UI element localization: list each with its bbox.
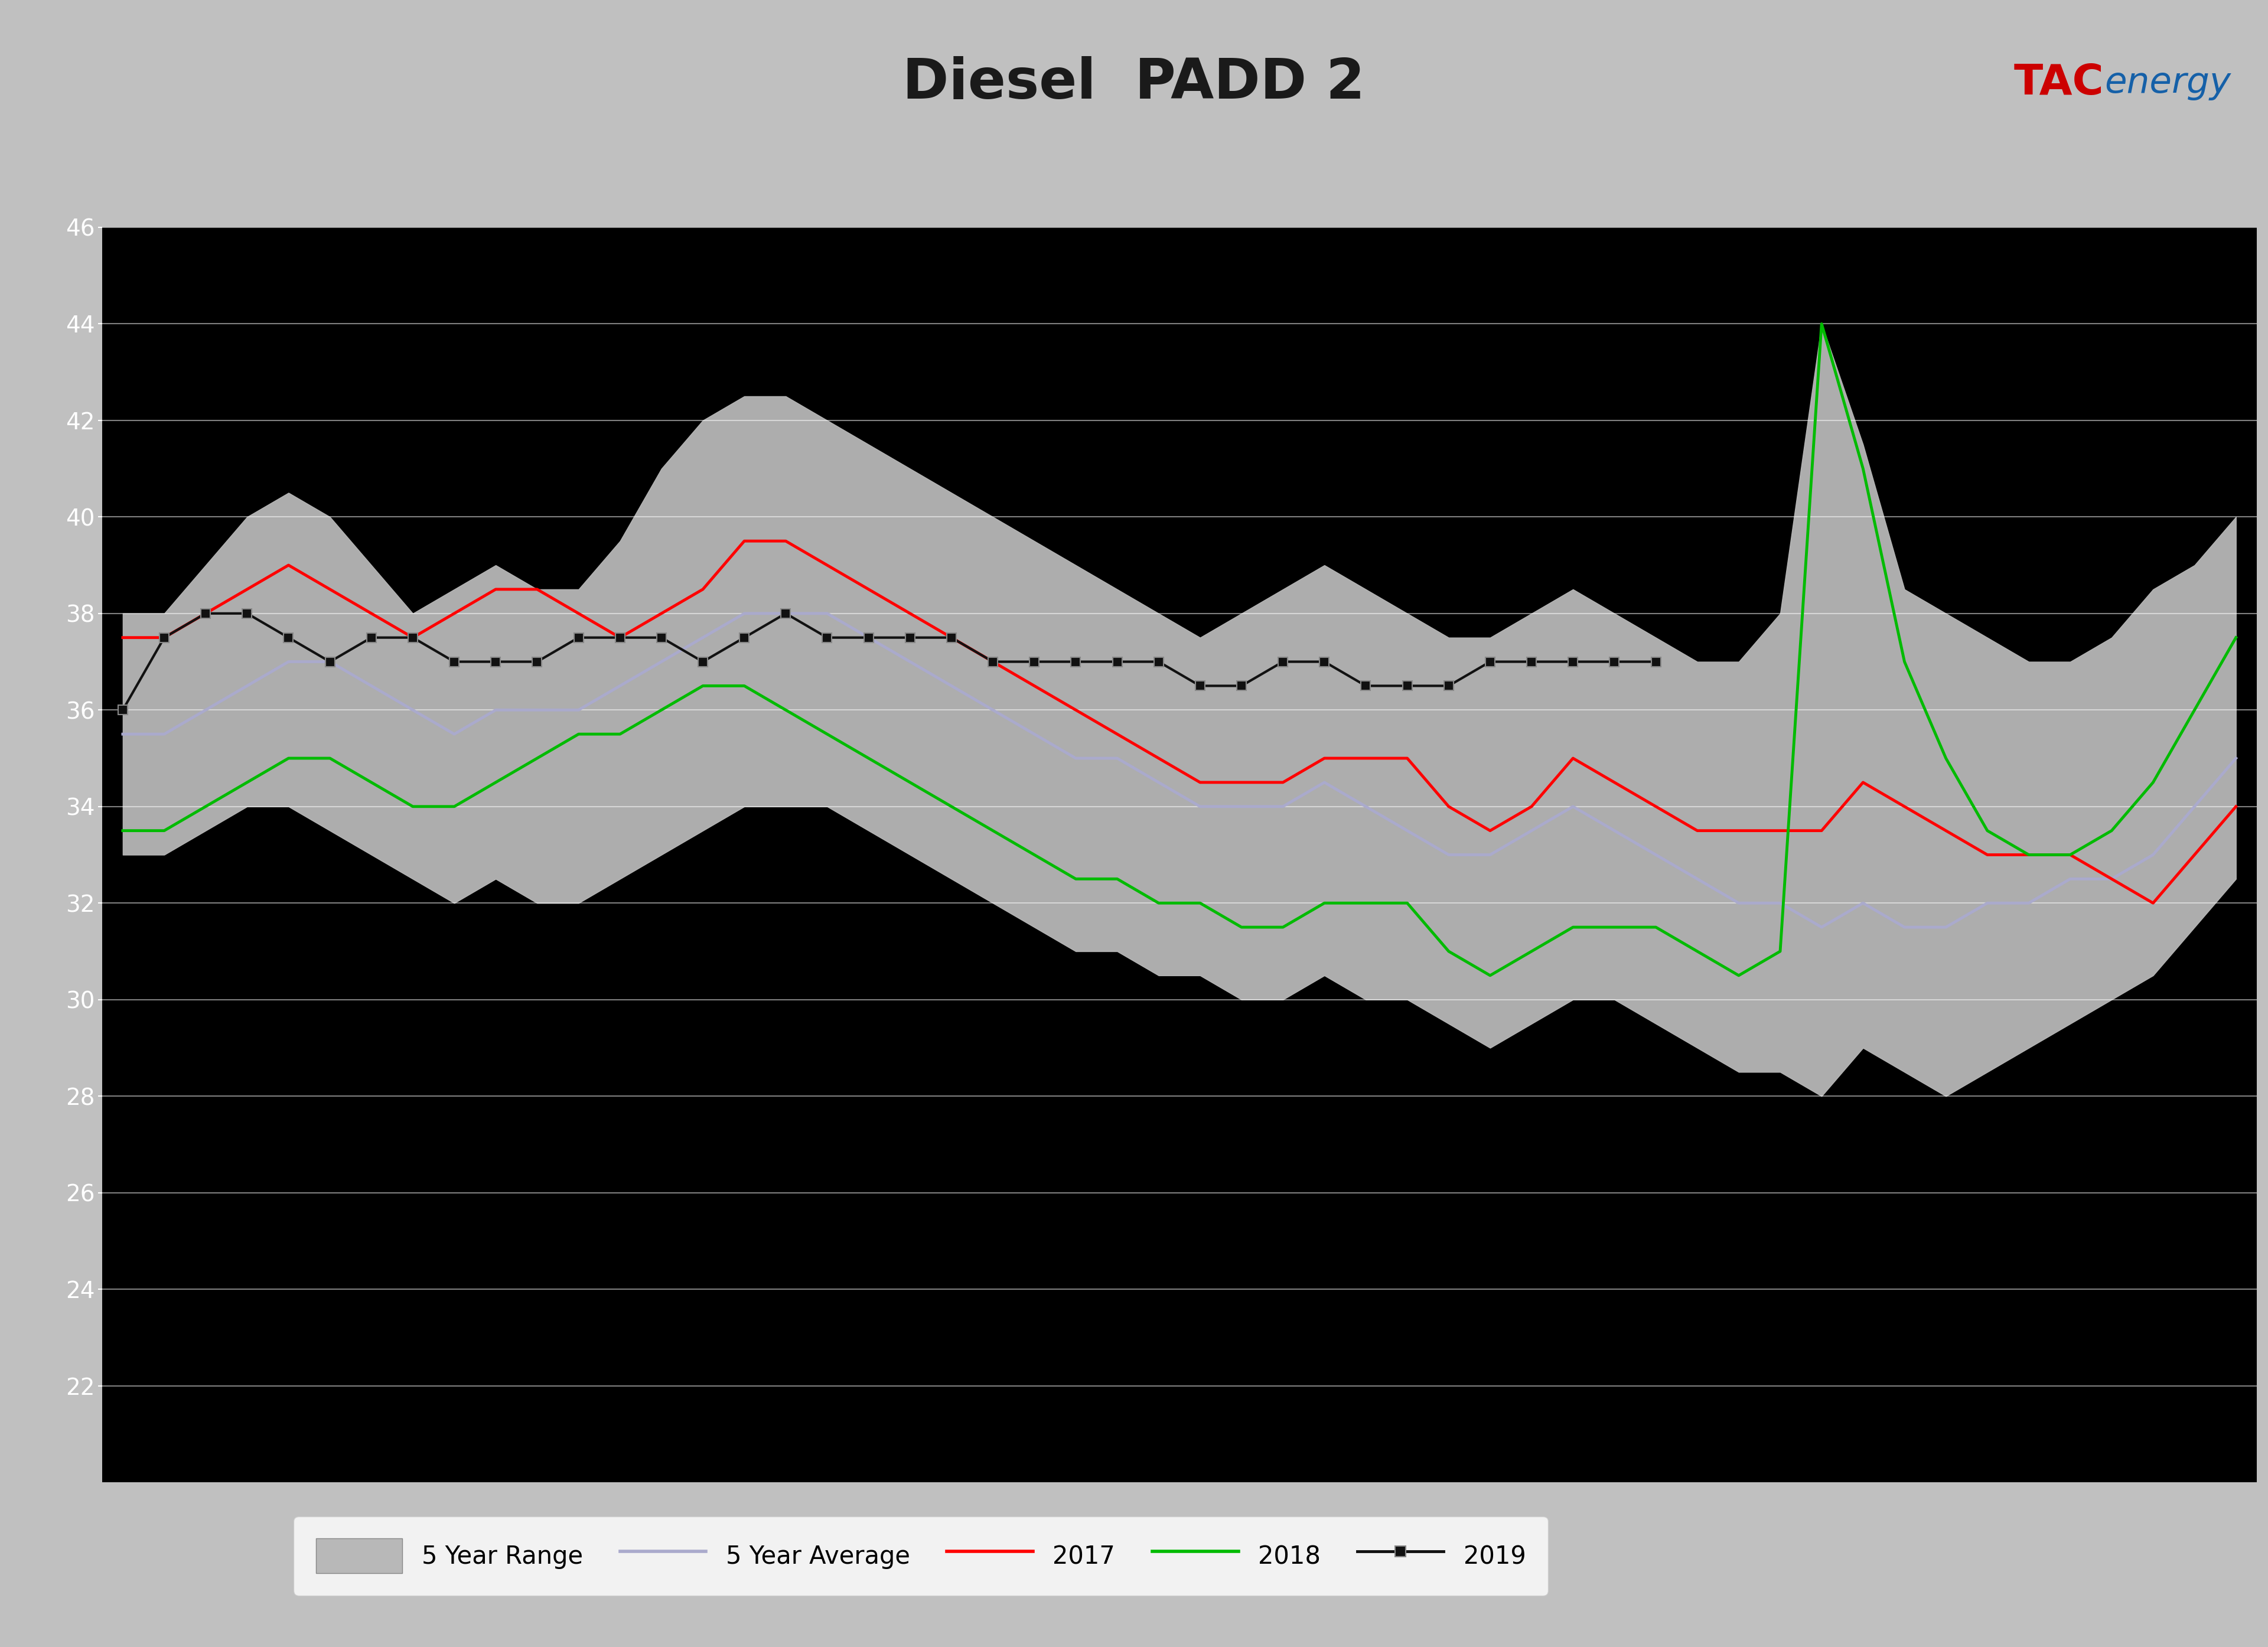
Text: energy: energy bbox=[2105, 66, 2232, 100]
Legend: 5 Year Range, 5 Year Average, 2017, 2018, 2019: 5 Year Range, 5 Year Average, 2017, 2018… bbox=[295, 1517, 1547, 1596]
Text: TAC: TAC bbox=[2014, 63, 2105, 104]
Text: Diesel  PADD 2: Diesel PADD 2 bbox=[903, 56, 1365, 110]
